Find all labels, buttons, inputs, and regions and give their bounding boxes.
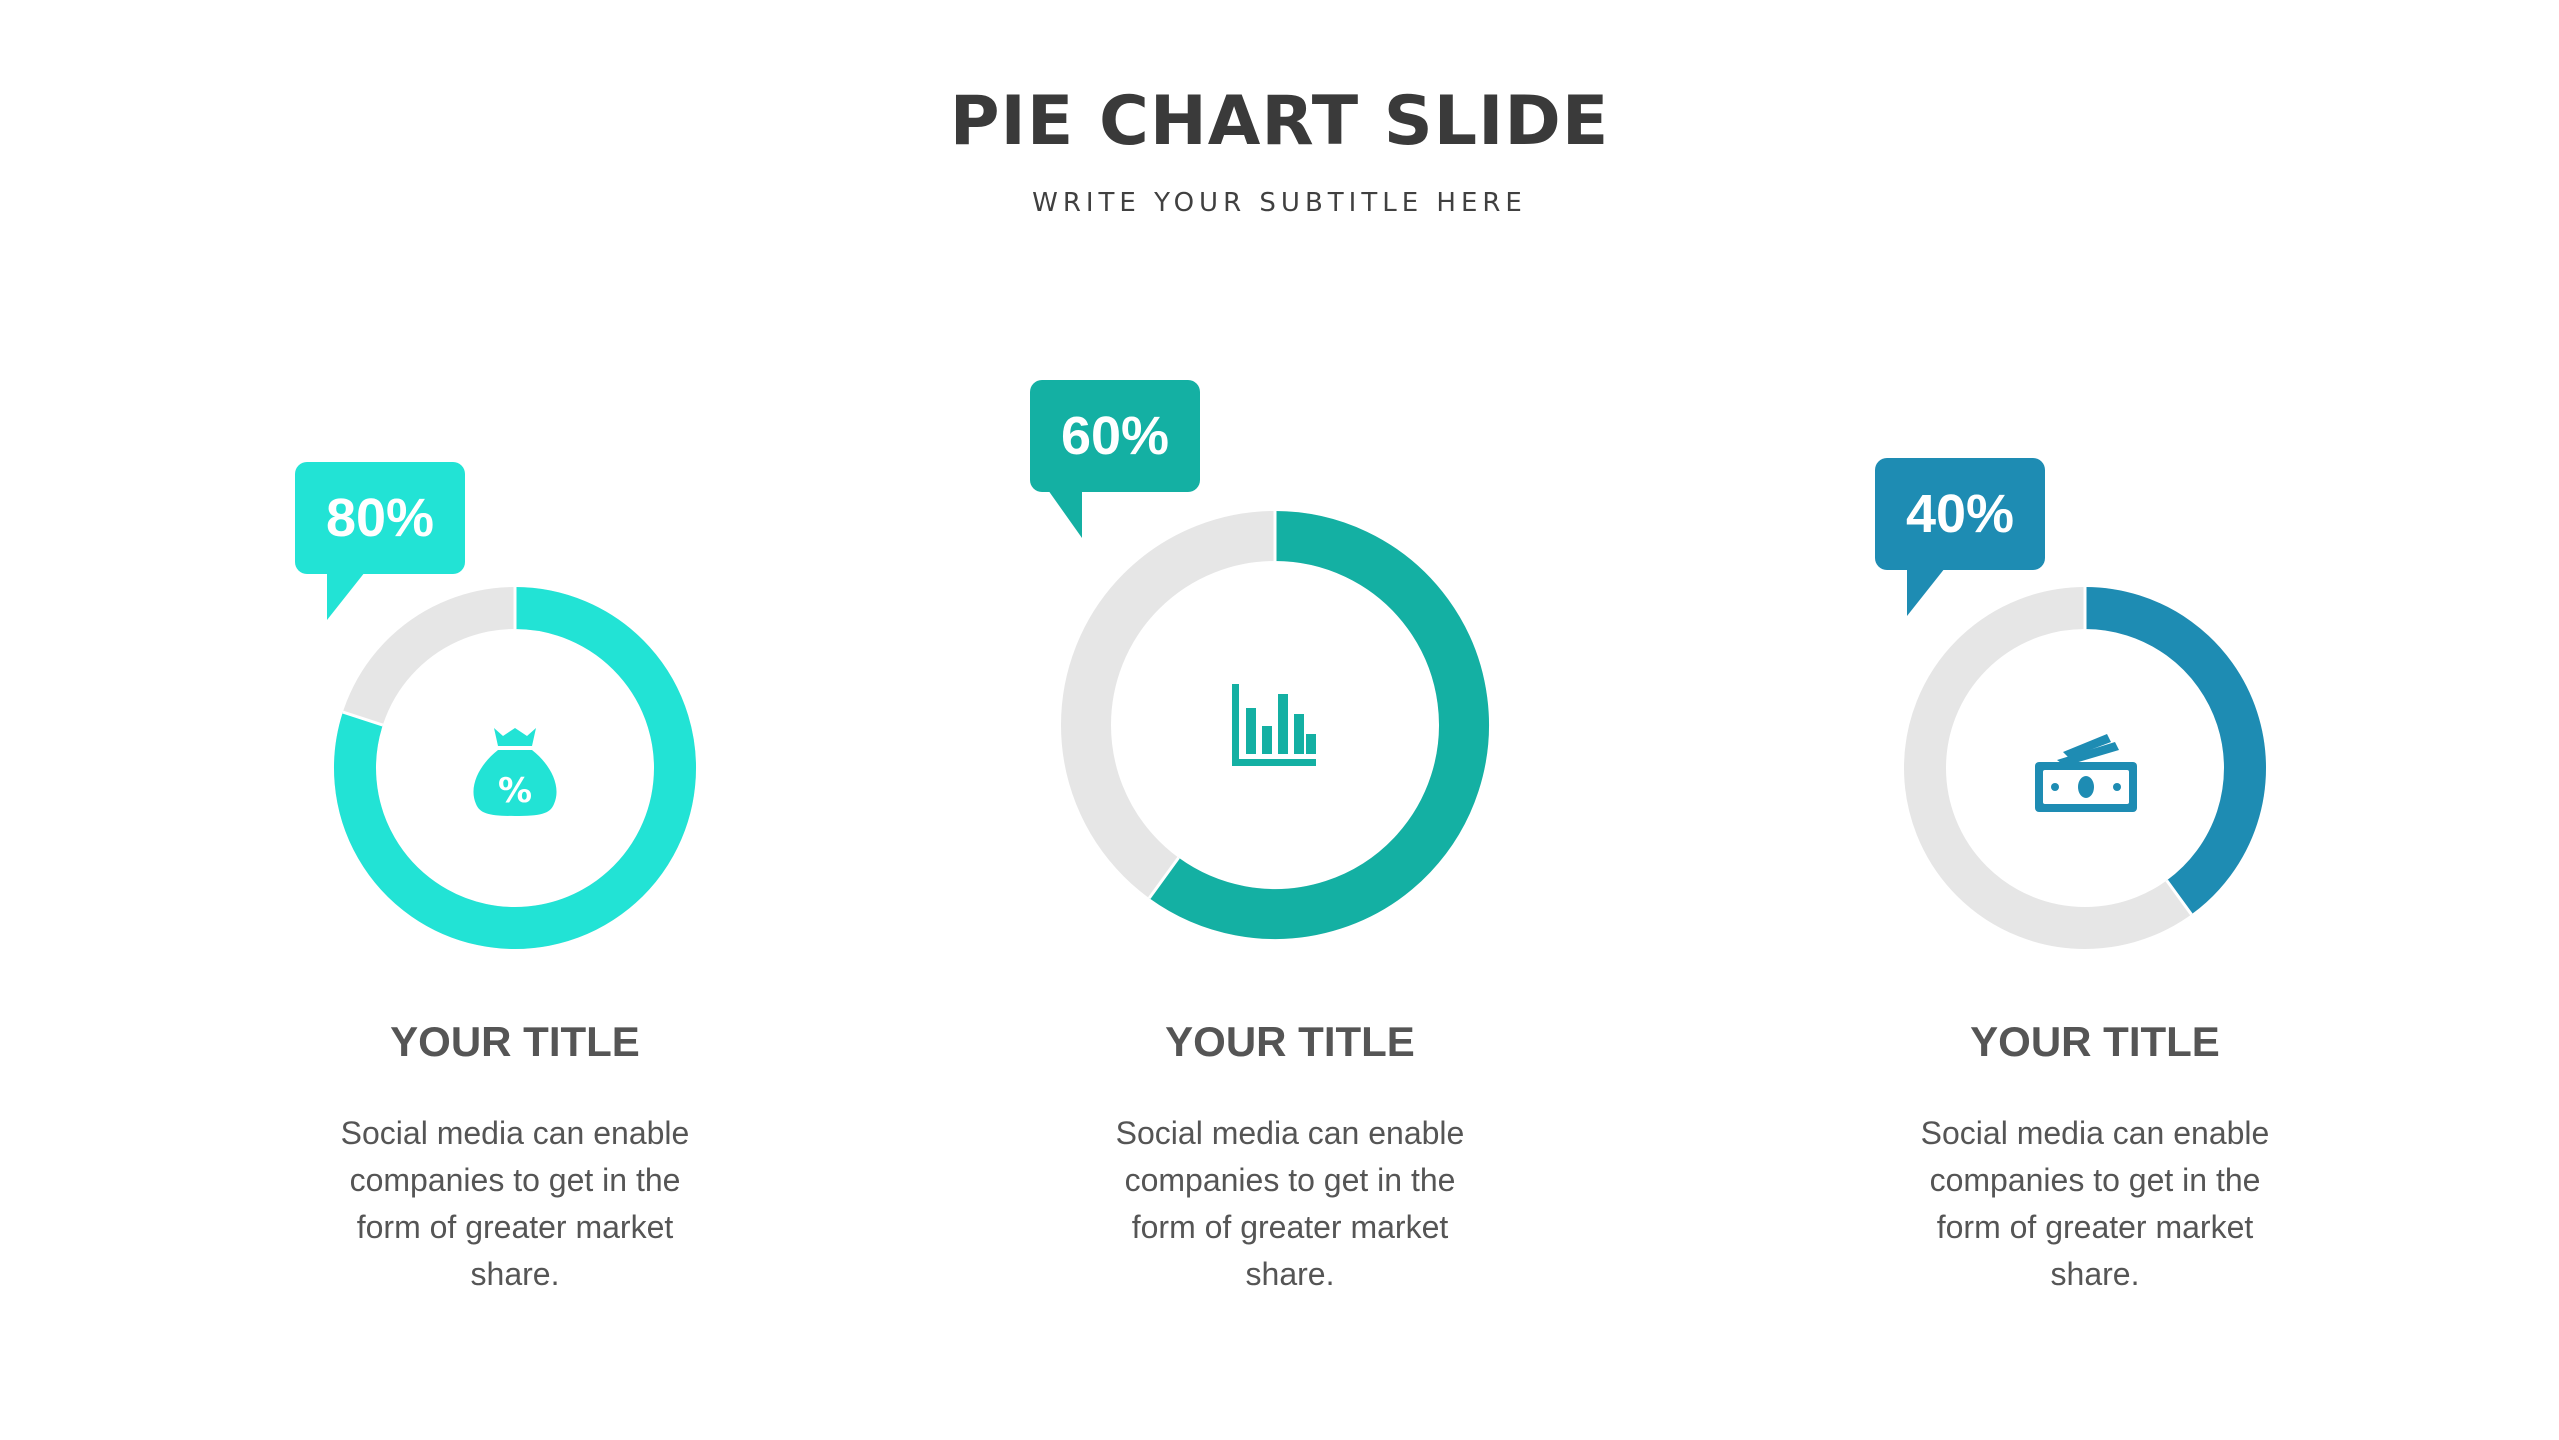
- bar-chart-icon: [1232, 682, 1318, 773]
- panel-body-line: share.: [1245, 1256, 1335, 1292]
- panel-body-line: Social media can enable: [340, 1115, 690, 1151]
- panel-title-2: YOUR TITLE: [1165, 1018, 1415, 1065]
- donut-value-arc: [334, 587, 696, 949]
- panel-body-line: Social media can enable: [1115, 1115, 1465, 1151]
- donut-separator: [1148, 856, 1180, 900]
- bubble-tail-1: [327, 572, 365, 620]
- slide-subtitle: WRITE YOUR SUBTITLE HERE: [1032, 188, 1527, 218]
- panel-body-2: Social media can enable companies to get…: [990, 1110, 1590, 1298]
- panel-body-line: share.: [470, 1256, 560, 1292]
- donut-chart-2: [1061, 511, 1489, 939]
- donut-chart-3: [1904, 587, 2266, 949]
- panel-body-line: companies to get in the: [1929, 1162, 2261, 1198]
- panel-body-line: Social media can enable: [1920, 1115, 2270, 1151]
- panel-body-line: form of greater market: [1936, 1209, 2254, 1245]
- slide-title: PIE CHART SLIDE: [949, 82, 1610, 161]
- slide-header: PIE CHART SLIDE WRITE YOUR SUBTITLE HERE: [0, 72, 2559, 218]
- donut-panel-1: 80% % YOUR TITLE Social media can enable…: [215, 0, 815, 1440]
- value-bubble-1: 80%: [295, 462, 465, 574]
- panel-body-line: share.: [2050, 1256, 2140, 1292]
- panel-title-3: YOUR TITLE: [1970, 1018, 2220, 1065]
- donut-value-arc: [1149, 511, 1489, 939]
- money-bag-percent-icon: %: [470, 724, 560, 823]
- donut-separator: [2165, 879, 2193, 916]
- donut-panel-3: 40% YOUR TITLE Social media can enable c…: [1795, 0, 2395, 1440]
- svg-text:%: %: [498, 771, 532, 811]
- panel-body-line: form of greater market: [1131, 1209, 1449, 1245]
- bubble-tail-3: [1907, 568, 1945, 616]
- panel-body-line: companies to get in the: [349, 1162, 681, 1198]
- cash-stack-icon: [2033, 728, 2139, 819]
- value-bubble-2: 60%: [1030, 380, 1200, 492]
- panel-body-line: form of greater market: [356, 1209, 674, 1245]
- donut-panel-2: 60% YOUR TITLE Social media can enable c…: [990, 0, 1590, 1440]
- bubble-tail-2: [1048, 490, 1082, 538]
- donut-value-arc: [2084, 587, 2266, 915]
- panel-title-1: YOUR TITLE: [390, 1018, 640, 1065]
- panel-body-3: Social media can enable companies to get…: [1795, 1110, 2395, 1298]
- donut-separator: [342, 710, 384, 727]
- donut-chart-1: [334, 587, 696, 949]
- value-bubble-3: 40%: [1875, 458, 2045, 570]
- panel-body-line: companies to get in the: [1124, 1162, 1456, 1198]
- panel-body-1: Social media can enable companies to get…: [215, 1110, 815, 1298]
